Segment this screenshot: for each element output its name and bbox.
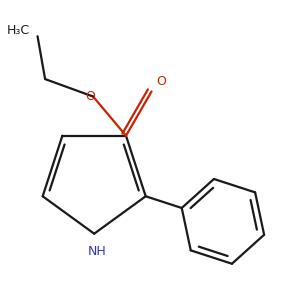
Text: H₃C: H₃C [7,24,30,37]
Text: NH: NH [88,244,106,257]
Text: O: O [156,75,166,88]
Text: O: O [85,90,95,103]
